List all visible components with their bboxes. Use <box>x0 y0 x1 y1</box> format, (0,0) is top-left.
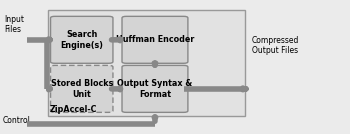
FancyBboxPatch shape <box>48 10 245 116</box>
FancyBboxPatch shape <box>50 65 113 112</box>
Text: ZipAccel-C: ZipAccel-C <box>49 105 97 114</box>
Text: Stored Blocks
Unit: Stored Blocks Unit <box>50 79 113 99</box>
Text: Search
Engine(s): Search Engine(s) <box>60 30 103 50</box>
Text: Output Syntax &
Format: Output Syntax & Format <box>117 79 192 99</box>
FancyBboxPatch shape <box>122 16 188 63</box>
FancyBboxPatch shape <box>50 16 113 63</box>
Text: Control: Control <box>2 116 30 124</box>
FancyBboxPatch shape <box>122 65 188 112</box>
Text: Compressed
Output Files: Compressed Output Files <box>252 36 299 55</box>
Text: Huffman Encoder: Huffman Encoder <box>116 35 194 44</box>
Text: Input
Files: Input Files <box>4 15 24 34</box>
